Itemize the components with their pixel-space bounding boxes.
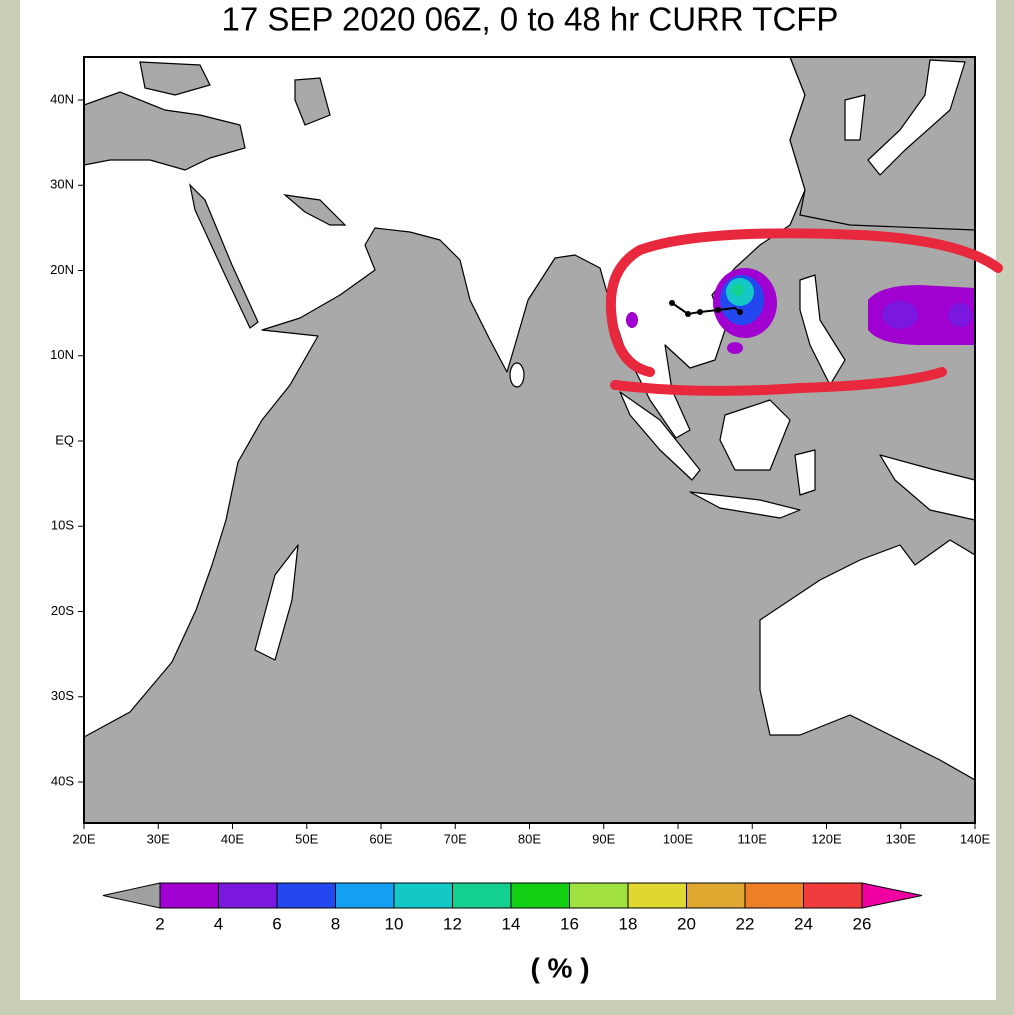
- island: [719, 399, 791, 471]
- colorbar-segment: [159, 882, 219, 909]
- colorbar-label: 26: [853, 914, 872, 933]
- colorbar-segment: [686, 882, 746, 909]
- inland-sea: [283, 194, 347, 226]
- lat-label: 10S: [51, 518, 74, 533]
- island: [619, 391, 701, 481]
- lon-label: 50E: [295, 831, 318, 846]
- lat-label: 10N: [50, 347, 74, 362]
- colorbar-label: 20: [677, 914, 696, 933]
- probability-field: [626, 268, 975, 354]
- colorbar-label: 18: [619, 914, 638, 933]
- lon-label: 30E: [147, 831, 170, 846]
- colorbar-label: 24: [794, 914, 813, 933]
- lon-labels: 20E 30E 40E 50E 60E 70E 80E 90E 100E 110E 120E 130E…: [72, 823, 991, 846]
- lon-label: 130E: [886, 831, 917, 846]
- lon-label: 60E: [369, 831, 392, 846]
- annotation-circle: [605, 228, 1003, 396]
- lon-label: 90E: [592, 831, 615, 846]
- inland-sea: [84, 91, 246, 171]
- island: [844, 94, 866, 141]
- colorbar-label: 10: [385, 914, 404, 933]
- island: [799, 274, 846, 386]
- island: [254, 544, 299, 661]
- colorbar-segment: [335, 882, 395, 909]
- inland-sea: [294, 77, 331, 126]
- lat-label: 30N: [50, 177, 74, 192]
- map: [83, 56, 1003, 824]
- island: [879, 454, 975, 521]
- lon-label: 110E: [738, 831, 768, 846]
- inland-sea: [139, 61, 211, 96]
- colorbar-segment: [218, 882, 278, 909]
- lat-label: 20S: [51, 603, 74, 618]
- colorbar-segment: [393, 882, 453, 909]
- colorbar-label: 4: [214, 914, 223, 933]
- lon-label: 120E: [811, 831, 842, 846]
- colorbar-label: 14: [502, 914, 521, 933]
- lon-label: 100E: [663, 831, 694, 846]
- lon-label: 80E: [518, 831, 541, 846]
- lon-label: 20E: [72, 831, 95, 846]
- colorbar-label: 22: [736, 914, 755, 933]
- island: [509, 362, 525, 388]
- colorbar: 2 4 6 8 10 12 14 16 18 20 22 24 26: [102, 882, 923, 933]
- colorbar-label: 16: [560, 914, 579, 933]
- colorbar-label: 12: [443, 914, 462, 933]
- lon-label: 40E: [221, 831, 244, 846]
- colorbar-segment: [627, 882, 687, 909]
- colorbar-segment: [510, 882, 570, 909]
- inland-sea: [189, 183, 259, 329]
- track-point: [669, 300, 743, 317]
- colorbar-segment: [276, 882, 336, 909]
- colorbar-segment: [569, 882, 629, 909]
- lon-label: 140E: [960, 831, 991, 846]
- island: [867, 59, 966, 176]
- colorbar-segment: [744, 882, 804, 909]
- colorbar-label: 8: [331, 914, 340, 933]
- island: [689, 491, 801, 519]
- lat-label: EQ: [55, 432, 74, 447]
- lat-label: 30S: [51, 688, 74, 703]
- colorbar-segment: [803, 882, 863, 909]
- lat-labels: 40N 30N 20N 10N EQ 10S 20S 30S 40S: [50, 91, 84, 788]
- continent: [759, 539, 975, 781]
- unit-label: ( % ): [530, 952, 589, 983]
- lat-label: 40N: [50, 91, 74, 106]
- lat-label: 20N: [50, 262, 74, 277]
- colorbar-label: 2: [155, 914, 164, 933]
- map-title: 17 SEP 2020 06Z, 0 to 48 hr CURR TCFP: [222, 1, 839, 38]
- lat-label: 40S: [51, 773, 74, 788]
- storm-track: [671, 302, 741, 316]
- colorbar-label: 6: [272, 914, 281, 933]
- lon-label: 70E: [444, 831, 467, 846]
- colorbar-segment: [452, 882, 512, 909]
- island: [794, 449, 816, 496]
